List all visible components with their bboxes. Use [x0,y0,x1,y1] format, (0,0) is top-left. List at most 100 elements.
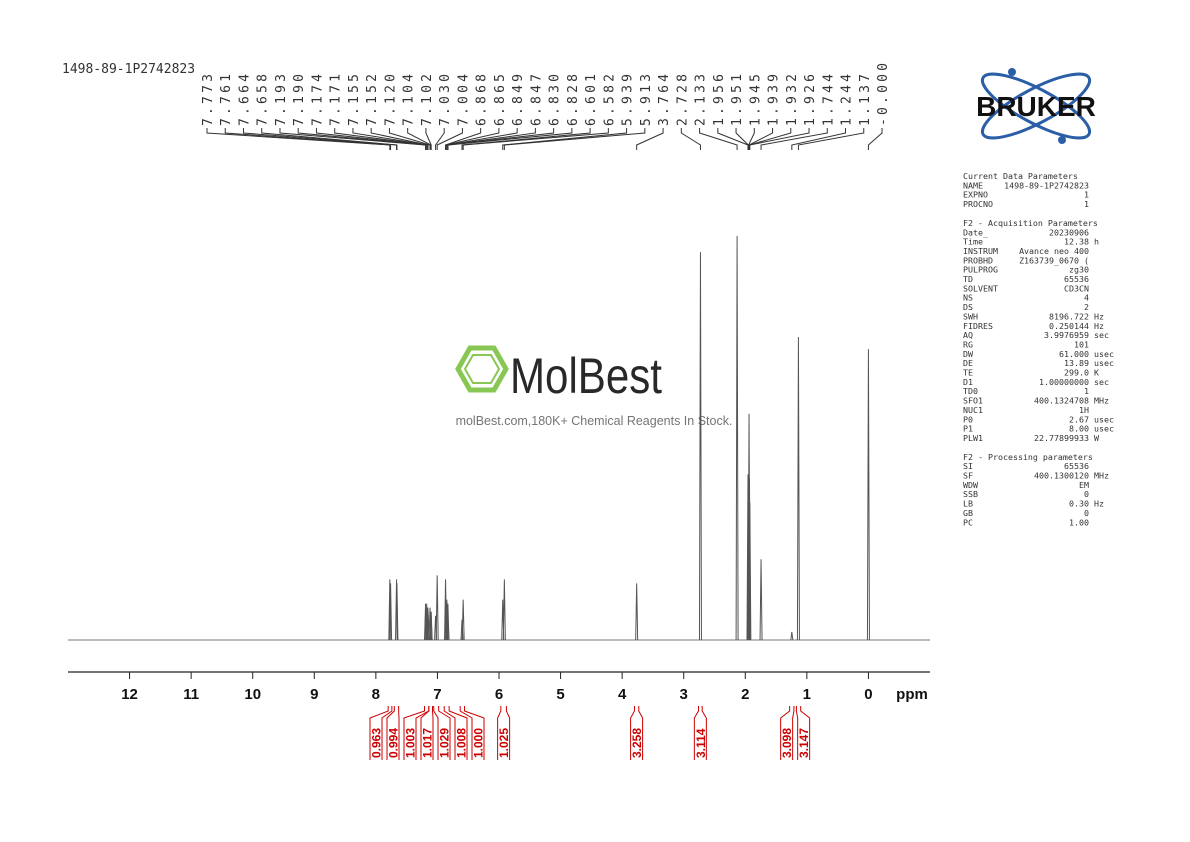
parameter-name: GB [963,508,973,518]
parameter-unit: Hz [1094,321,1104,331]
watermark-tagline: molBest.com,180K+ Chemical Reagents In S… [456,414,733,428]
parameter-value: 3.9976959 [1044,330,1089,340]
parameter-value: 61.000 [1059,349,1089,359]
peak-connector [425,128,432,150]
parameter-name: SSB [963,489,978,499]
integral-label: 3.147 [797,728,811,758]
parameter-unit: sec [1094,330,1109,340]
x-tick-label: 12 [121,686,138,703]
integral-label: 1.008 [455,728,469,758]
logo-orbit [980,72,1092,140]
peak-connector [760,128,828,150]
parameter-name: SF [963,471,973,481]
peak [446,619,450,641]
parameter-value: 0 [1084,489,1089,499]
integral-label: 0.963 [370,728,384,758]
peak-connector [797,128,865,150]
peak-connector [462,128,609,150]
peak-label: 7.658 [256,71,271,126]
parameter-value: 2.67 [1069,414,1089,424]
parameter-name: TD [963,274,973,284]
parameter-name: NUC1 [963,405,983,415]
peak-label: 2.728 [675,71,690,126]
peak [426,611,430,641]
peak [395,583,399,641]
parameter-value: 0 [1084,508,1089,518]
integral-label: 3.114 [694,728,708,758]
integral-label: 1.000 [472,728,486,758]
parameter-value: 4 [1084,293,1089,303]
parameter-value: 101 [1074,339,1089,349]
parameter-unit: usec [1094,414,1114,424]
parameter-name: RG [963,339,973,349]
parameter-name: SFO1 [963,396,983,406]
parameter-name: P0 [963,414,973,424]
integral-bracket [693,706,707,760]
integral-bracket [369,706,393,760]
parameter-value: 1 [1084,190,1089,200]
peak-connector [334,128,428,150]
integral-bracket [459,706,485,760]
watermark-hexagon [455,345,509,393]
parameter-section-title: F2 - Acquisition Parameters [963,218,1098,228]
parameter-value: 1498-89-1P2742823 [1004,180,1089,190]
peak [790,631,794,641]
peak-label: 7.174 [310,71,325,126]
parameter-name: Time [963,237,983,247]
parameter-name: PC [963,517,973,527]
peak-label: 6.847 [529,71,544,126]
parameter-name: DW [963,349,973,359]
parameter-value: 65536 [1064,461,1089,471]
parameter-value: 2 [1084,302,1089,312]
peak-connector [297,128,427,150]
peak [866,349,870,641]
parameter-value: 20230906 [1049,227,1089,237]
integral-bracket [443,706,468,760]
parameter-section-title: F2 - Processing parameters [963,452,1093,462]
parameter-name: Date_ [963,227,988,237]
parameter-value: 1H [1079,405,1089,415]
peak-connector [680,128,701,150]
peak-label: 7.171 [329,71,344,126]
parameter-name: PULPROG [963,265,998,275]
peak-label: 6.582 [602,71,617,126]
peak-label: 7.155 [347,71,362,126]
peak [698,252,702,641]
integral-label: 1.029 [438,728,452,758]
parameter-name: LB [963,499,973,509]
peak-connector [370,128,429,150]
peak-label: 7.152 [365,71,380,126]
peak-connector [445,128,500,150]
parameter-name: PROCNO [963,199,993,209]
parameter-value: 8196.722 [1049,311,1089,321]
parameter-name: P1 [963,424,973,434]
peak-label: 1.137 [858,71,873,126]
peak-label: 1.956 [712,71,727,126]
x-tick-label: 0 [864,686,872,703]
x-tick-label: 8 [372,686,380,703]
integral-bracket [630,706,644,760]
peak-label: 3.764 [657,71,672,126]
peak-label: 1.926 [803,71,818,126]
parameter-section-title: Current Data Parameters [963,171,1078,181]
parameter-value: 299.0 [1064,368,1089,378]
parameter-value: 400.1324708 [1034,396,1089,406]
integral-label: 3.258 [630,728,644,758]
peak [429,611,433,641]
parameter-unit: MHz [1094,396,1109,406]
integral-bracket [433,706,451,760]
parameter-value: 1.00000000 [1039,377,1089,387]
peak [635,583,639,641]
x-tick-label: 10 [244,686,261,703]
x-axis-label: ppm [896,686,928,703]
peak-connector [699,128,738,150]
parameter-name: TD0 [963,386,978,396]
peak-connector [261,128,398,150]
integral-label: 1.003 [404,728,418,758]
parameter-value: 0.30 [1069,499,1089,509]
parameter-value: 0.250144 [1049,321,1089,331]
bruker-logo: BRUKER [976,68,1096,144]
x-tick-label: 1 [803,686,811,703]
integral-bracket [780,706,795,760]
